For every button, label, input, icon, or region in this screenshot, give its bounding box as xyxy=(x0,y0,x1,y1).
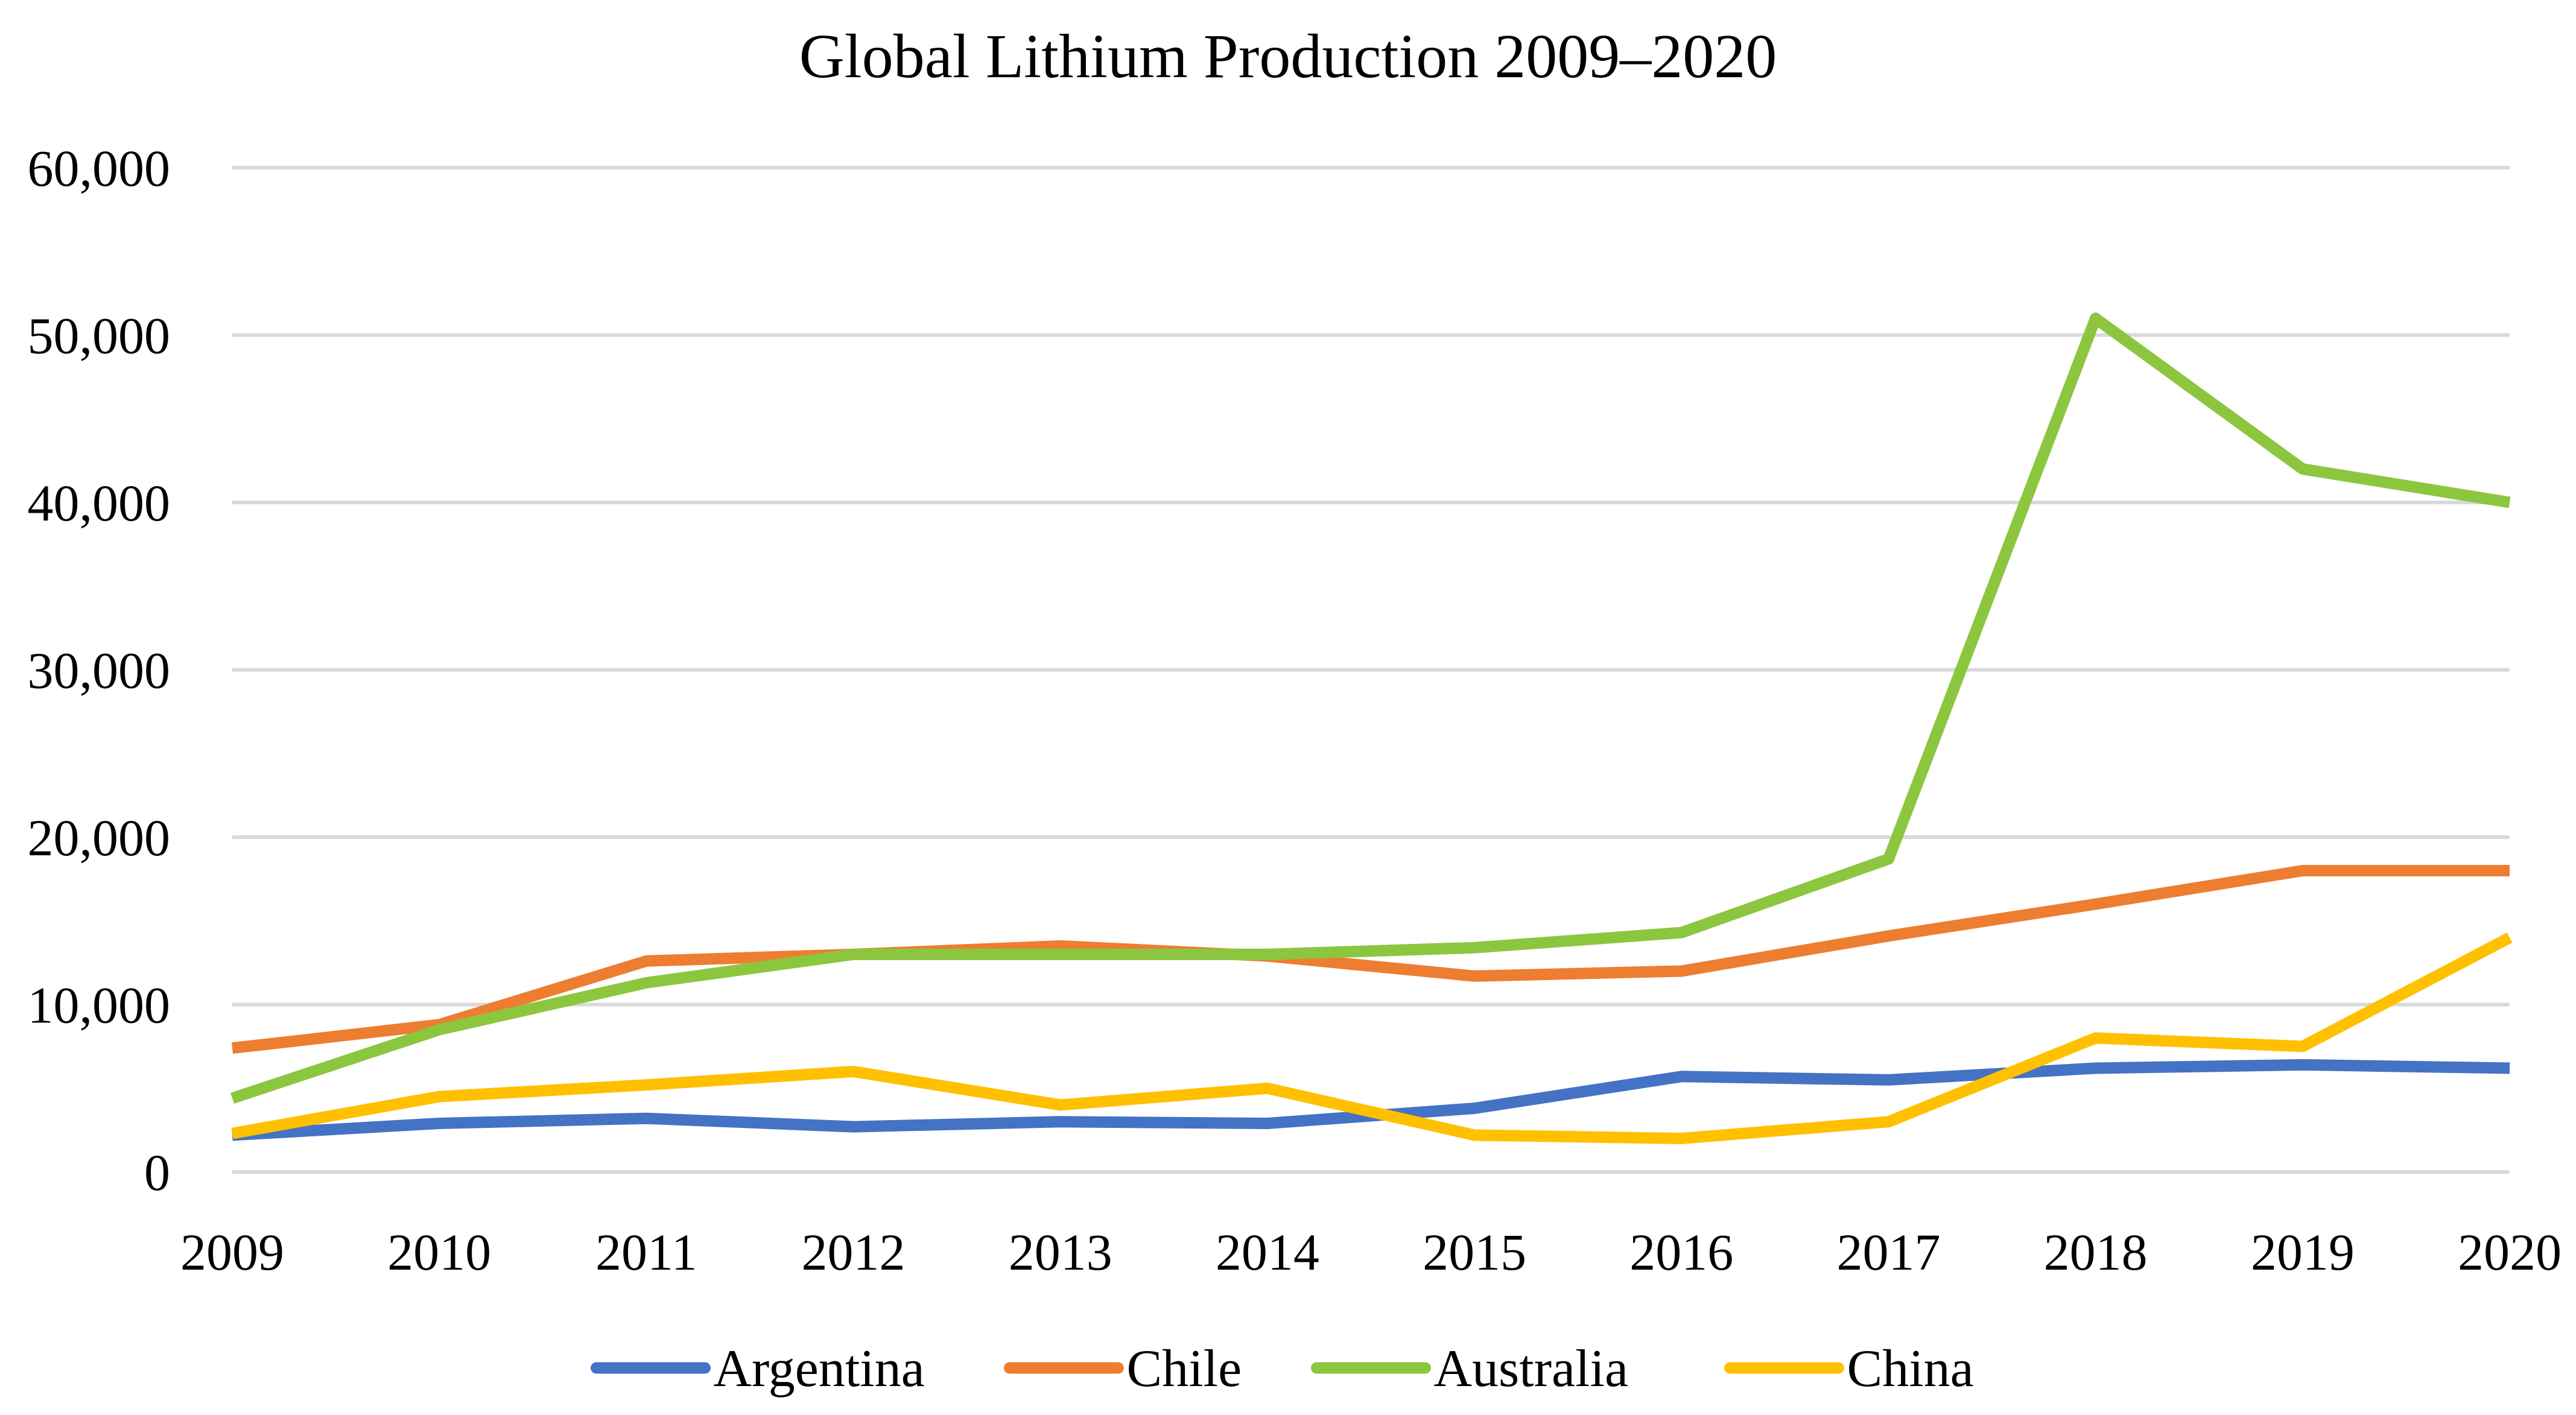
series-line-china xyxy=(231,932,2513,1144)
y-axis-tick-labels: 0 10,000 20,000 30,000 40,000 50,000 60,000 xyxy=(28,139,171,1201)
legend-label-australia: Australia xyxy=(1434,1340,1629,1398)
x-tick-label: 2014 xyxy=(1216,1223,1319,1281)
y-tick-label: 20,000 xyxy=(28,809,171,867)
y-tick-label: 50,000 xyxy=(28,307,171,365)
x-tick-label: 2013 xyxy=(1009,1223,1112,1281)
y-tick-label: 10,000 xyxy=(28,977,171,1034)
y-tick-label: 60,000 xyxy=(28,139,171,197)
y-tick-label: 40,000 xyxy=(28,474,171,532)
series-line-chile xyxy=(231,865,2510,1054)
legend-label-china: China xyxy=(1847,1340,1974,1398)
y-tick-label: 0 xyxy=(144,1144,170,1201)
x-tick-label: 2009 xyxy=(180,1223,284,1281)
x-tick-label: 2017 xyxy=(1836,1223,1940,1281)
x-tick-label: 2018 xyxy=(2044,1223,2148,1281)
x-tick-label: 2015 xyxy=(1423,1223,1526,1281)
x-axis-tick-labels: 2009 2010 2011 2012 2013 2014 2015 2016 2017 2018… xyxy=(180,1223,2562,1281)
legend-label-argentina: Argentina xyxy=(714,1340,925,1398)
x-tick-label: 2011 xyxy=(595,1223,697,1281)
y-tick-label: 30,000 xyxy=(28,642,171,700)
x-tick-label: 2012 xyxy=(802,1223,906,1281)
chart-title: Global Lithium Production 2009–2020 xyxy=(799,22,1777,91)
legend: Argentina Chile Australia China xyxy=(591,1340,1974,1398)
gridlines xyxy=(232,166,2510,1174)
x-tick-label: 2010 xyxy=(387,1223,491,1281)
x-tick-label: 2020 xyxy=(2458,1223,2562,1281)
legend-label-chile: Chile xyxy=(1127,1340,1242,1398)
x-tick-label: 2016 xyxy=(1629,1223,1733,1281)
series-lines xyxy=(230,312,2513,1144)
series-line-australia xyxy=(230,312,2511,1104)
x-tick-label: 2019 xyxy=(2251,1223,2355,1281)
